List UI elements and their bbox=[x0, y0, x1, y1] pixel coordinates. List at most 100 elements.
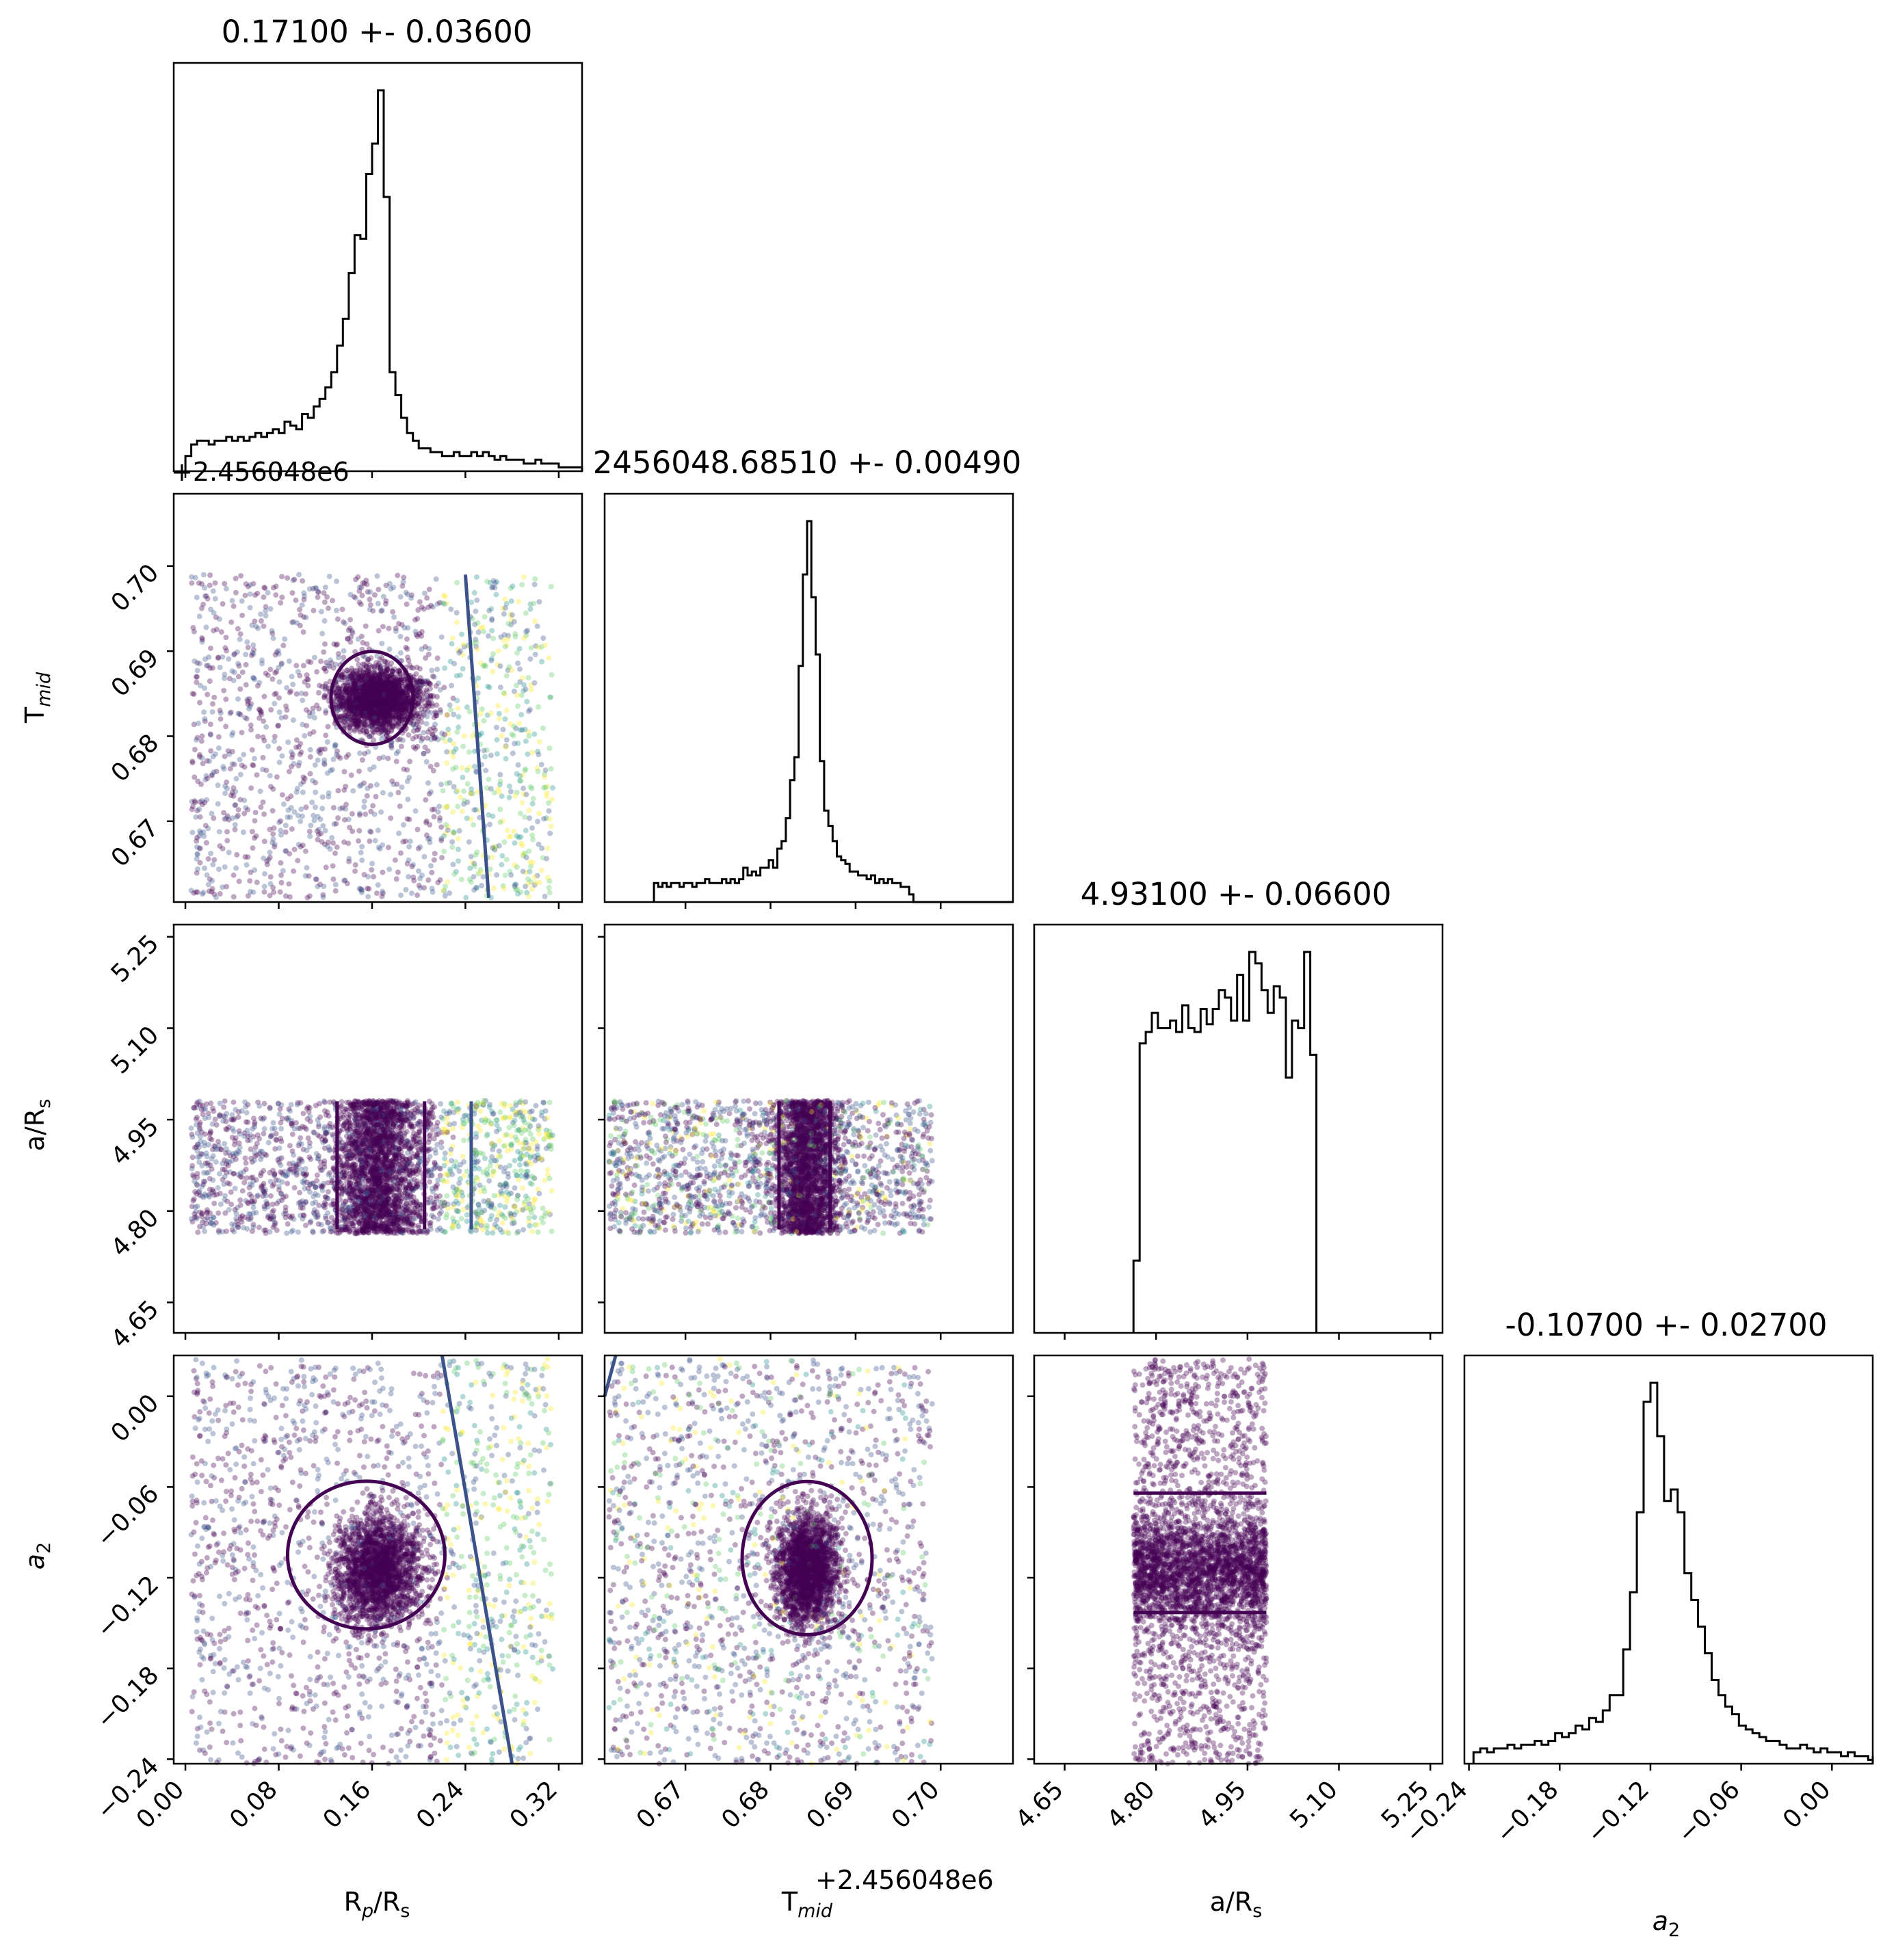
scatter-point bbox=[215, 655, 221, 661]
scatter-point bbox=[539, 867, 544, 873]
scatter-point bbox=[290, 717, 296, 723]
scatter-point bbox=[208, 851, 214, 856]
scatter-point bbox=[363, 681, 369, 687]
scatter-point bbox=[222, 754, 228, 759]
scatter-point bbox=[235, 807, 241, 813]
scatter-point bbox=[375, 683, 381, 689]
scatter-point bbox=[540, 725, 546, 731]
scatter-point bbox=[245, 698, 251, 704]
scatter-point bbox=[195, 1229, 201, 1235]
scatter-point bbox=[300, 663, 306, 669]
scatter-point bbox=[536, 752, 542, 758]
scatter-point bbox=[379, 700, 385, 706]
scatter-point bbox=[502, 872, 508, 878]
scatter-point bbox=[396, 712, 401, 718]
scatter-point bbox=[548, 766, 554, 772]
scatter-point bbox=[333, 752, 339, 758]
scatter-point bbox=[373, 696, 380, 702]
scatter-point bbox=[315, 757, 321, 763]
scatter-point bbox=[225, 748, 231, 754]
scatter-point bbox=[495, 648, 501, 654]
scatter-point bbox=[501, 611, 507, 617]
scatter-point bbox=[365, 706, 371, 713]
scatter-point bbox=[391, 614, 397, 620]
scatter-point bbox=[449, 839, 456, 845]
scatter-point bbox=[369, 677, 375, 683]
scatter-point bbox=[363, 680, 369, 686]
scatter-point bbox=[291, 577, 298, 583]
scatter-point bbox=[389, 700, 395, 706]
scatter-point bbox=[533, 1102, 539, 1109]
scatter-point bbox=[224, 648, 230, 654]
scatter-point bbox=[304, 676, 310, 683]
scatter-point bbox=[189, 804, 196, 810]
scatter-point bbox=[380, 702, 386, 708]
scatter-point bbox=[335, 654, 341, 661]
scatter-point bbox=[210, 1153, 216, 1159]
scatter-point bbox=[529, 801, 536, 807]
scatter-point bbox=[394, 707, 400, 713]
scatter-point bbox=[235, 711, 241, 717]
scatter-point bbox=[302, 593, 307, 599]
scatter-point bbox=[272, 734, 278, 739]
scatter-point bbox=[442, 665, 448, 671]
scatter-point bbox=[301, 596, 307, 602]
scatter-point bbox=[277, 889, 283, 895]
scatter-point bbox=[459, 765, 465, 771]
scatter-point bbox=[360, 706, 366, 712]
scatter-point bbox=[307, 833, 313, 839]
scatter-point bbox=[445, 824, 451, 830]
scatter-point bbox=[550, 785, 556, 791]
scatter-point bbox=[278, 860, 284, 866]
scatter-point bbox=[369, 866, 375, 873]
scatter-point bbox=[509, 612, 515, 618]
scatter-point bbox=[362, 751, 368, 757]
scatter-point bbox=[367, 690, 373, 696]
scatter-point bbox=[366, 689, 372, 696]
scatter-point bbox=[272, 700, 278, 706]
scatter-point bbox=[217, 843, 223, 849]
scatter-point bbox=[518, 834, 524, 840]
scatter-point bbox=[267, 874, 274, 880]
scatter-point bbox=[278, 715, 285, 721]
scatter-point bbox=[215, 801, 221, 807]
scatter-point bbox=[347, 683, 353, 689]
scatter-point bbox=[235, 661, 241, 667]
scatter-point bbox=[321, 599, 328, 605]
scatter-point bbox=[464, 767, 470, 773]
scatter-point bbox=[385, 756, 391, 761]
scatter-point bbox=[501, 886, 507, 892]
scatter-point bbox=[369, 685, 375, 690]
scatter-point bbox=[372, 697, 378, 703]
scatter-point bbox=[492, 847, 498, 853]
scatter-point bbox=[334, 844, 340, 850]
scatter-point bbox=[278, 661, 285, 667]
scatter-point bbox=[345, 752, 352, 758]
scatter-point bbox=[237, 686, 243, 692]
scatter-point bbox=[378, 691, 384, 697]
scatter-point bbox=[397, 714, 403, 720]
scatter-point bbox=[416, 882, 422, 888]
scatter-point bbox=[519, 842, 525, 848]
scatter-point bbox=[261, 623, 267, 629]
scatter-point bbox=[228, 709, 234, 715]
scatter-point bbox=[300, 629, 306, 635]
scatter-point bbox=[380, 754, 386, 760]
scatter-point bbox=[302, 679, 308, 685]
scatter-point bbox=[526, 893, 531, 899]
scatter-point bbox=[267, 892, 273, 899]
scatter-point bbox=[447, 890, 453, 897]
scatter-point bbox=[400, 838, 406, 845]
scatter-point bbox=[215, 745, 222, 751]
scatter-point bbox=[540, 855, 546, 861]
scatter-point bbox=[401, 822, 406, 827]
scatter-point bbox=[339, 693, 345, 698]
scatter-point bbox=[261, 884, 267, 890]
scatter-point bbox=[431, 814, 437, 820]
scatter-point bbox=[378, 809, 384, 815]
scatter-point bbox=[355, 696, 361, 702]
scatter-point bbox=[469, 786, 474, 792]
scatter-point bbox=[200, 572, 207, 578]
scatter-point bbox=[191, 628, 197, 635]
scatter-point bbox=[323, 732, 329, 739]
